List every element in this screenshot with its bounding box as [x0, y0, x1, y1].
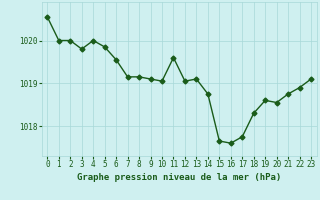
X-axis label: Graphe pression niveau de la mer (hPa): Graphe pression niveau de la mer (hPa) [77, 173, 281, 182]
